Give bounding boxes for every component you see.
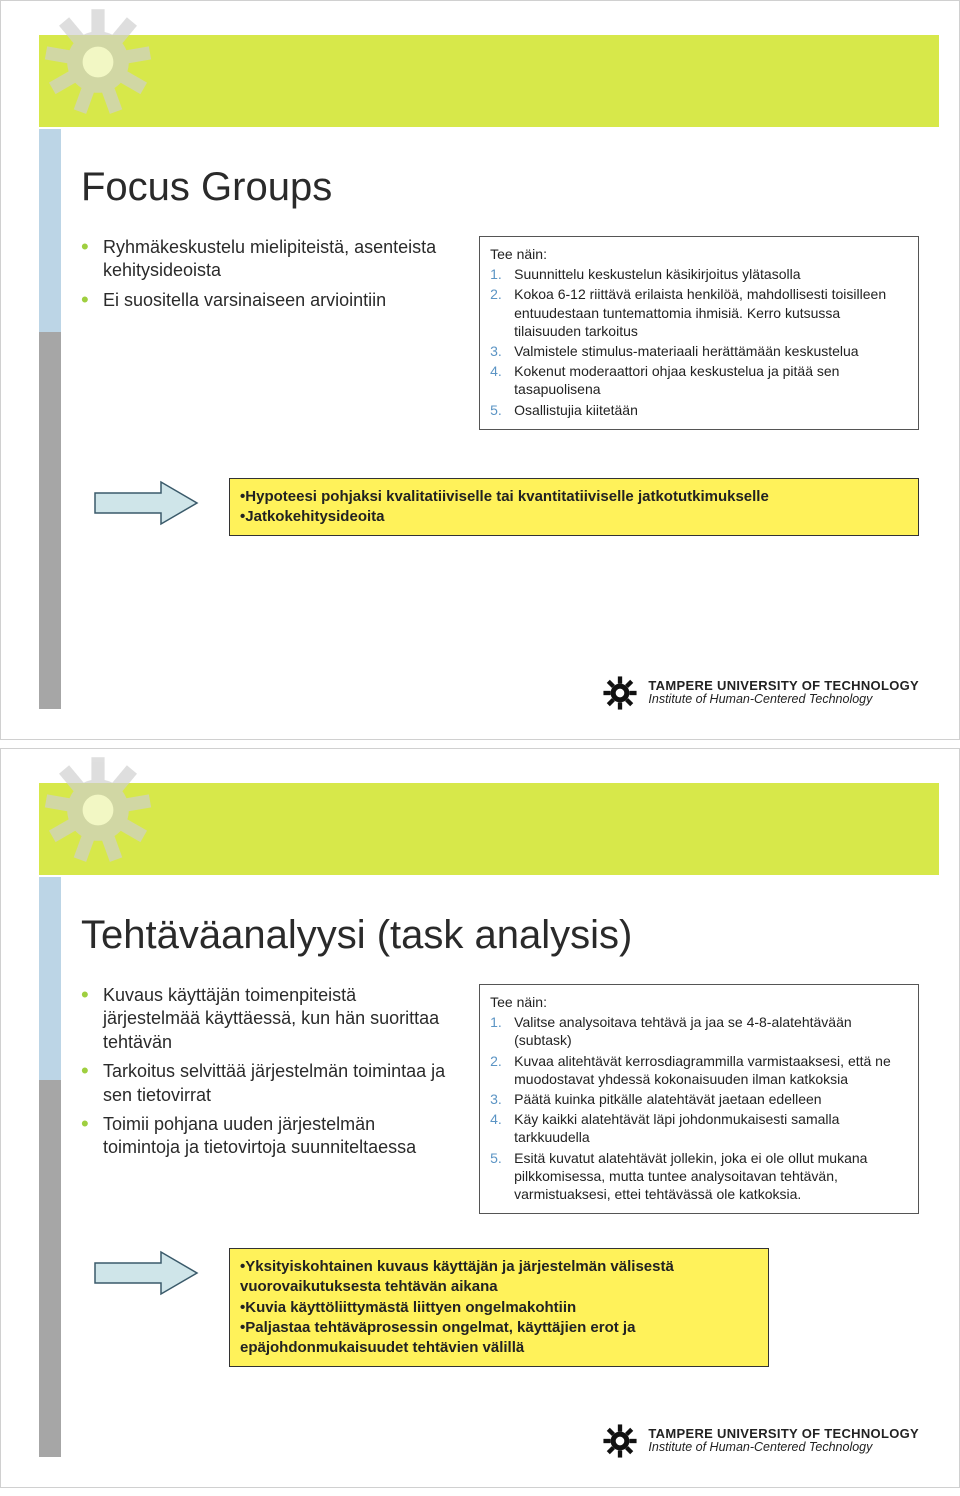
slide-title: Focus Groups <box>81 165 919 210</box>
gear-icon <box>43 7 153 117</box>
footer-logo: TAMPERE UNIVERSITY OF TECHNOLOGY Institu… <box>602 675 919 711</box>
slide-1: Focus Groups Ryhmäkeskustelu mielipiteis… <box>0 0 960 740</box>
instruction-title: Tee näin: <box>490 245 908 263</box>
instruction-item: 5.Esitä kuvatut alatehtävät jollekin, jo… <box>490 1149 908 1204</box>
arrow-icon <box>81 478 211 528</box>
gear-icon <box>602 1423 638 1459</box>
bullet-item: Ei suositella varsinaiseen arviointiin <box>81 289 455 312</box>
footer-institute: Institute of Human-Centered Technology <box>648 693 919 707</box>
instruction-item: 4.Kokenut moderaattori ohjaa keskustelua… <box>490 362 908 398</box>
instruction-item: 4.Käy kaikki alatehtävät läpi johdonmuka… <box>490 1110 908 1146</box>
bullet-item: Ryhmäkeskustelu mielipiteistä, asenteist… <box>81 236 455 283</box>
sidebar-stripe <box>39 129 61 709</box>
banner-fill <box>39 783 939 875</box>
instruction-item: 2.Kuvaa alitehtävät kerrosdiagrammilla v… <box>490 1052 908 1088</box>
footer-institute: Institute of Human-Centered Technology <box>648 1441 919 1455</box>
gear-icon <box>602 675 638 711</box>
callout-line: Jatkokehitysideoita <box>245 508 384 525</box>
slide-banner <box>1 765 959 875</box>
instruction-item: 3.Päätä kuinka pitkälle alatehtävät jaet… <box>490 1090 908 1108</box>
bullet-item: Tarkoitus selvittää järjestelmän toimint… <box>81 1060 455 1107</box>
slide-banner <box>1 17 959 127</box>
instruction-item: 5.Osallistujia kiitetään <box>490 401 908 419</box>
footer-logo: TAMPERE UNIVERSITY OF TECHNOLOGY Institu… <box>602 1423 919 1459</box>
slide-2: Tehtäväanalyysi (task analysis) Kuvaus k… <box>0 748 960 1488</box>
instruction-item: 1.Suunnittelu keskustelun käsikirjoitus … <box>490 265 908 283</box>
callout-line: Yksityiskohtainen kuvaus käyttäjän ja jä… <box>240 1258 674 1295</box>
footer-university: TAMPERE UNIVERSITY OF TECHNOLOGY <box>648 1427 919 1441</box>
callout-line: Paljastaa tehtäväprosessin ongelmat, käy… <box>240 1319 635 1356</box>
instruction-box: Tee näin: 1.Suunnittelu keskustelun käsi… <box>479 236 919 430</box>
bullet-item: Kuvaus käyttäjän toimenpiteistä järjeste… <box>81 984 455 1054</box>
slide-title: Tehtäväanalyysi (task analysis) <box>81 913 919 958</box>
callout-line: Hypoteesi pohjaksi kvalitatiiviselle tai… <box>245 488 769 505</box>
left-column: Kuvaus käyttäjän toimenpiteistä järjeste… <box>81 984 455 1166</box>
callout-box: •Yksityiskohtainen kuvaus käyttäjän ja j… <box>229 1248 769 1367</box>
callout-box: •Hypoteesi pohjaksi kvalitatiiviselle ta… <box>229 478 919 537</box>
footer-university: TAMPERE UNIVERSITY OF TECHNOLOGY <box>648 679 919 693</box>
banner-fill <box>39 35 939 127</box>
instruction-item: 3.Valmistele stimulus-materiaali herättä… <box>490 342 908 360</box>
arrow-icon <box>81 1248 211 1298</box>
instruction-title: Tee näin: <box>490 993 908 1011</box>
gear-icon <box>43 755 153 865</box>
sidebar-stripe <box>39 877 61 1457</box>
left-column: Ryhmäkeskustelu mielipiteistä, asenteist… <box>81 236 455 318</box>
callout-line: Kuvia käyttöliittymästä liittyen ongelma… <box>245 1299 576 1316</box>
instruction-item: 1.Valitse analysoitava tehtävä ja jaa se… <box>490 1013 908 1049</box>
instruction-item: 2.Kokoa 6-12 riittävä erilaista henkilöä… <box>490 285 908 340</box>
instruction-box: Tee näin: 1.Valitse analysoitava tehtävä… <box>479 984 919 1214</box>
bullet-item: Toimii pohjana uuden järjestelmän toimin… <box>81 1113 455 1160</box>
